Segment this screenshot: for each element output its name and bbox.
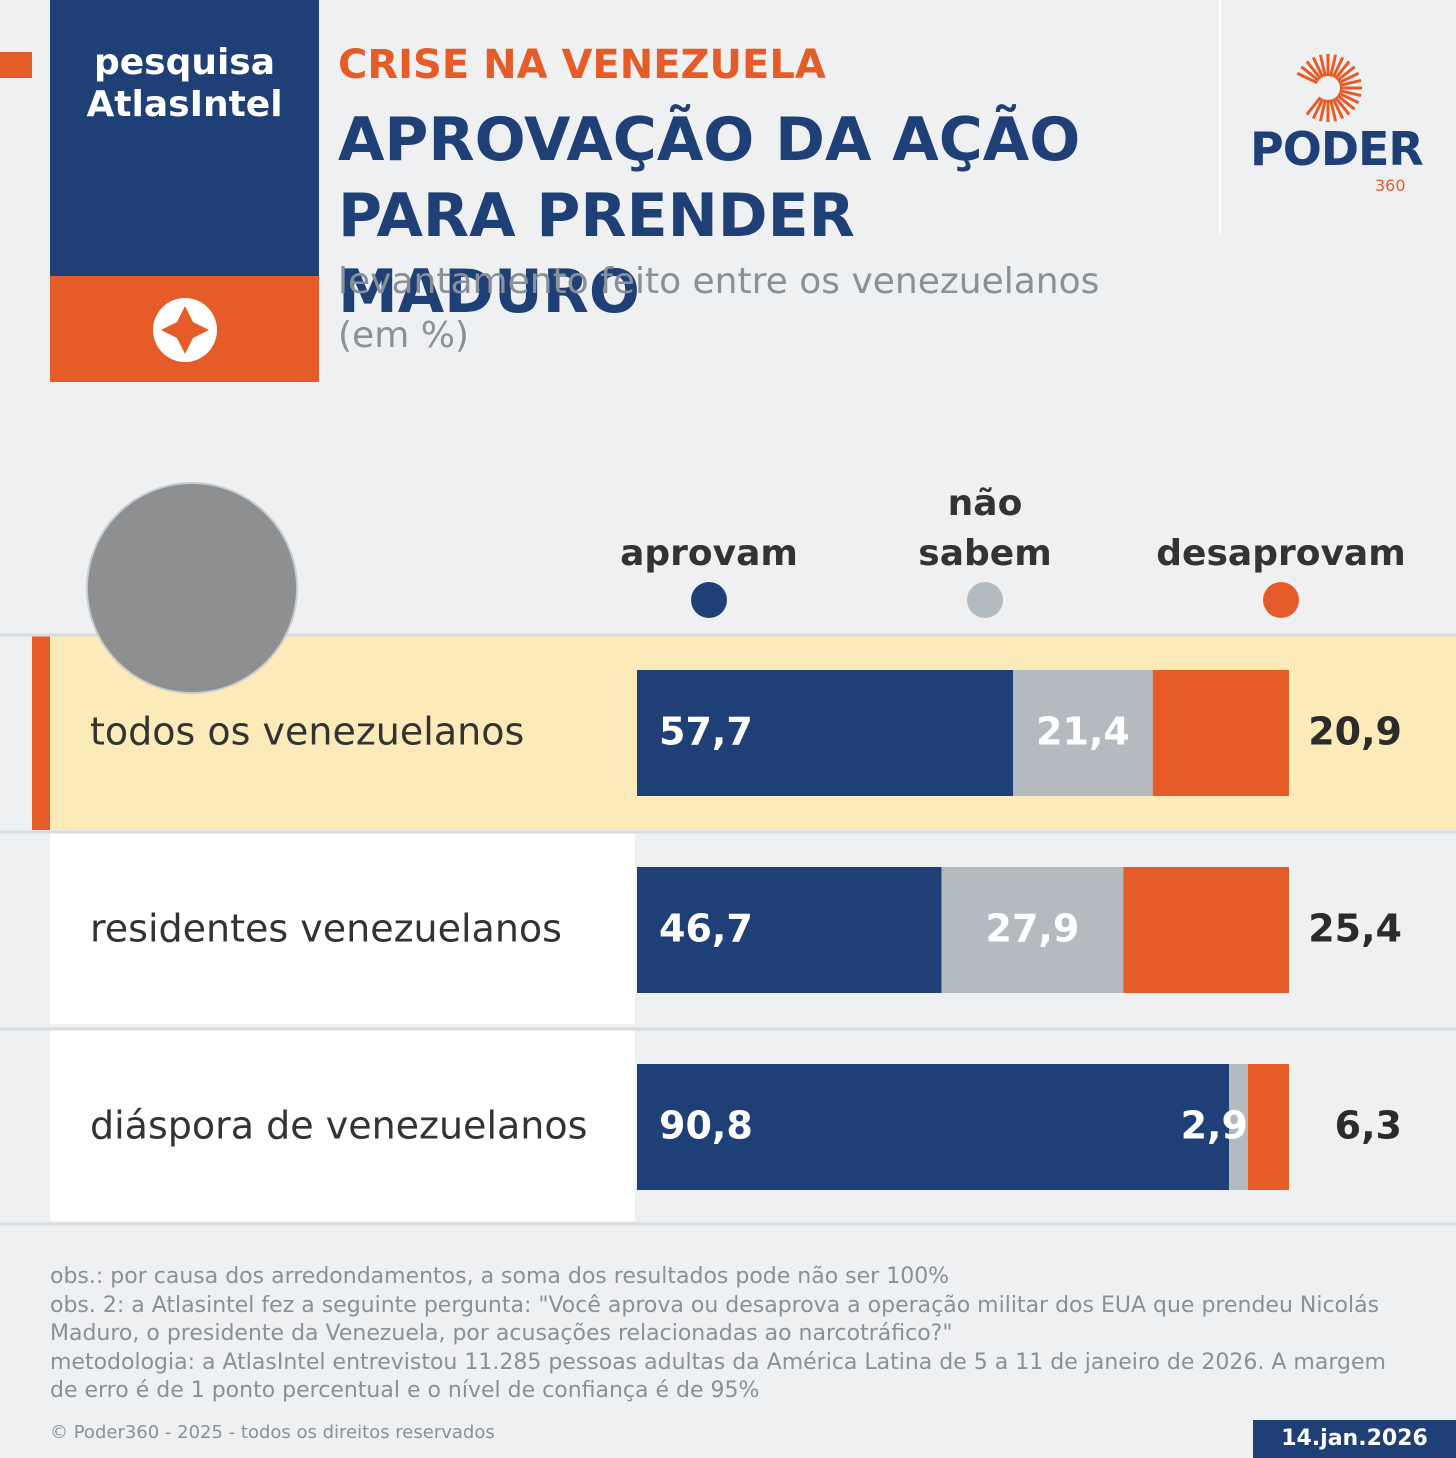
sun-ray bbox=[1331, 98, 1345, 120]
sun-ray bbox=[1339, 78, 1362, 87]
legend-label: desaprovam bbox=[1156, 533, 1405, 574]
sun-ray bbox=[1336, 65, 1356, 82]
kicker: CRISE NA VENEZUELA bbox=[338, 42, 826, 88]
chart-title: APROVAÇÃO DA AÇÃO PARA PRENDER MADURO bbox=[338, 105, 1081, 327]
category-label: residentes venezuelanos bbox=[90, 907, 562, 951]
sun-ray bbox=[1336, 94, 1356, 111]
badge: pesquisa AtlasIntel bbox=[86, 42, 283, 125]
row-label-cell bbox=[50, 1029, 635, 1221]
notes: obs.: por causa dos arredondamentos, a s… bbox=[50, 1263, 1420, 1406]
bar-segment bbox=[637, 867, 942, 993]
legend-label: aprovam bbox=[620, 533, 798, 574]
sun-ray bbox=[1334, 96, 1351, 116]
value-label: 46,7 bbox=[659, 907, 753, 951]
value-label: 25,4 bbox=[1308, 907, 1402, 951]
note: obs.: por causa dos arredondamentos, a s… bbox=[50, 1264, 950, 1289]
sun-ray bbox=[1296, 71, 1318, 85]
category-label: diáspora de venezuelanos bbox=[90, 1104, 587, 1148]
copyright: © Poder360 - 2025 - todos os direitos re… bbox=[50, 1422, 495, 1443]
sun-ray bbox=[1338, 71, 1360, 85]
sun-ray bbox=[1334, 60, 1351, 80]
sun-ray bbox=[1318, 54, 1327, 77]
legend-marker bbox=[967, 582, 1003, 618]
value-label: 20,9 bbox=[1308, 710, 1402, 754]
category-label: todos os venezuelanos bbox=[90, 710, 524, 754]
row-label-cell bbox=[50, 832, 635, 1024]
sun-ray bbox=[1300, 65, 1320, 82]
badge-icon-star bbox=[161, 306, 209, 354]
bar-segment bbox=[1229, 1064, 1248, 1190]
sun-ray bbox=[1305, 96, 1322, 116]
legend-marker bbox=[1263, 582, 1299, 618]
value-label: 21,4 bbox=[1036, 710, 1130, 754]
value-label: 6,3 bbox=[1335, 1104, 1402, 1148]
bar-segment bbox=[637, 670, 1014, 796]
legend-marker bbox=[691, 582, 727, 618]
sun-ray bbox=[1311, 56, 1325, 78]
sun-ray bbox=[1318, 99, 1327, 122]
accent bbox=[0, 52, 32, 78]
value-label: 2,9 bbox=[1181, 1104, 1248, 1148]
bar-segment bbox=[1247, 1064, 1289, 1190]
bar-segment bbox=[941, 867, 1124, 993]
row-accent bbox=[32, 635, 50, 830]
sun-ray bbox=[1329, 99, 1338, 122]
sun-ray bbox=[1331, 56, 1345, 78]
bar-segment bbox=[1123, 867, 1289, 993]
logo-sub: 360 bbox=[1375, 176, 1406, 195]
sun-ray bbox=[1305, 60, 1322, 80]
sun-ray bbox=[1329, 54, 1338, 77]
value-label: 90,8 bbox=[659, 1104, 753, 1148]
value-label: 27,9 bbox=[986, 907, 1080, 951]
badge-box bbox=[50, 0, 319, 276]
note: metodologia: a AtlasIntel entrevistou 11… bbox=[50, 1349, 1386, 1404]
bar-segment bbox=[637, 1064, 1230, 1190]
photo-border bbox=[86, 482, 298, 694]
bar-segment bbox=[1152, 670, 1289, 796]
sun-ray bbox=[1339, 89, 1362, 98]
sun-ray bbox=[1338, 91, 1360, 105]
logo: PODER bbox=[1250, 122, 1424, 176]
date: 14.jan.2026 bbox=[1253, 1420, 1456, 1458]
rows: todos os venezuelanos 57,7 21,4 20,9 residen… bbox=[0, 633, 1456, 1226]
logo-sun bbox=[1296, 54, 1362, 122]
bar-segment bbox=[1013, 670, 1153, 796]
sun-ray bbox=[1311, 98, 1325, 120]
note: obs. 2: a Atlasintel fez a seguinte perg… bbox=[50, 1292, 1380, 1347]
legend-label: não sabem bbox=[918, 483, 1051, 574]
value-label: 57,7 bbox=[659, 710, 753, 754]
chart-subtitle: levantamento feito entre os venezuelanos… bbox=[338, 261, 1100, 356]
photo bbox=[87, 483, 297, 693]
